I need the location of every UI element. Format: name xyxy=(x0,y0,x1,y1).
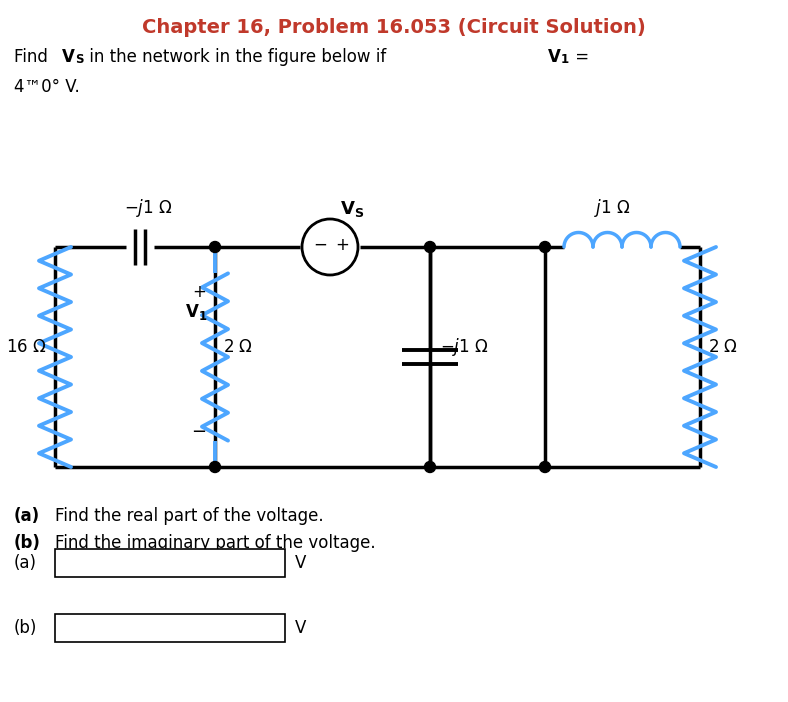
Text: V: V xyxy=(295,619,307,637)
Text: 1: 1 xyxy=(561,53,569,66)
Text: Find: Find xyxy=(14,48,53,66)
Text: V: V xyxy=(548,48,561,66)
Text: $2\ \Omega$: $2\ \Omega$ xyxy=(223,338,253,356)
Text: V: V xyxy=(62,48,75,66)
Text: $2\ \Omega$: $2\ \Omega$ xyxy=(708,338,738,356)
Text: (b): (b) xyxy=(14,619,37,637)
Text: (a): (a) xyxy=(14,507,40,525)
Text: (a): (a) xyxy=(14,554,37,572)
Text: in the network in the figure below if: in the network in the figure below if xyxy=(84,48,392,66)
Text: −: − xyxy=(191,423,206,441)
Text: V: V xyxy=(295,554,307,572)
Text: $\mathbf{V_1}$: $\mathbf{V_1}$ xyxy=(184,302,207,322)
Circle shape xyxy=(210,241,221,253)
Text: Chapter 16, Problem 16.053 (Circuit Solution): Chapter 16, Problem 16.053 (Circuit Solu… xyxy=(142,18,646,37)
Circle shape xyxy=(425,241,436,253)
Circle shape xyxy=(540,461,551,472)
Text: $\mathbf{V_S}$: $\mathbf{V_S}$ xyxy=(340,199,364,219)
Text: 4™0° V.: 4™0° V. xyxy=(14,78,80,96)
Text: =: = xyxy=(570,48,589,66)
FancyBboxPatch shape xyxy=(55,614,285,642)
Text: S: S xyxy=(75,53,84,66)
Text: $-j1\ \Omega$: $-j1\ \Omega$ xyxy=(440,336,489,358)
Circle shape xyxy=(425,461,436,472)
Text: (b): (b) xyxy=(14,534,41,552)
Text: Find the imaginary part of the voltage.: Find the imaginary part of the voltage. xyxy=(55,534,376,552)
Text: +: + xyxy=(335,236,349,254)
Circle shape xyxy=(540,241,551,253)
Text: $-j1\ \Omega$: $-j1\ \Omega$ xyxy=(124,197,173,219)
Text: $16\ \Omega$: $16\ \Omega$ xyxy=(6,338,47,356)
Text: +: + xyxy=(192,283,206,301)
Text: $j1\ \Omega$: $j1\ \Omega$ xyxy=(593,197,630,219)
Text: −: − xyxy=(313,236,327,254)
FancyBboxPatch shape xyxy=(55,549,285,577)
Text: Find the real part of the voltage.: Find the real part of the voltage. xyxy=(55,507,324,525)
Circle shape xyxy=(210,461,221,472)
